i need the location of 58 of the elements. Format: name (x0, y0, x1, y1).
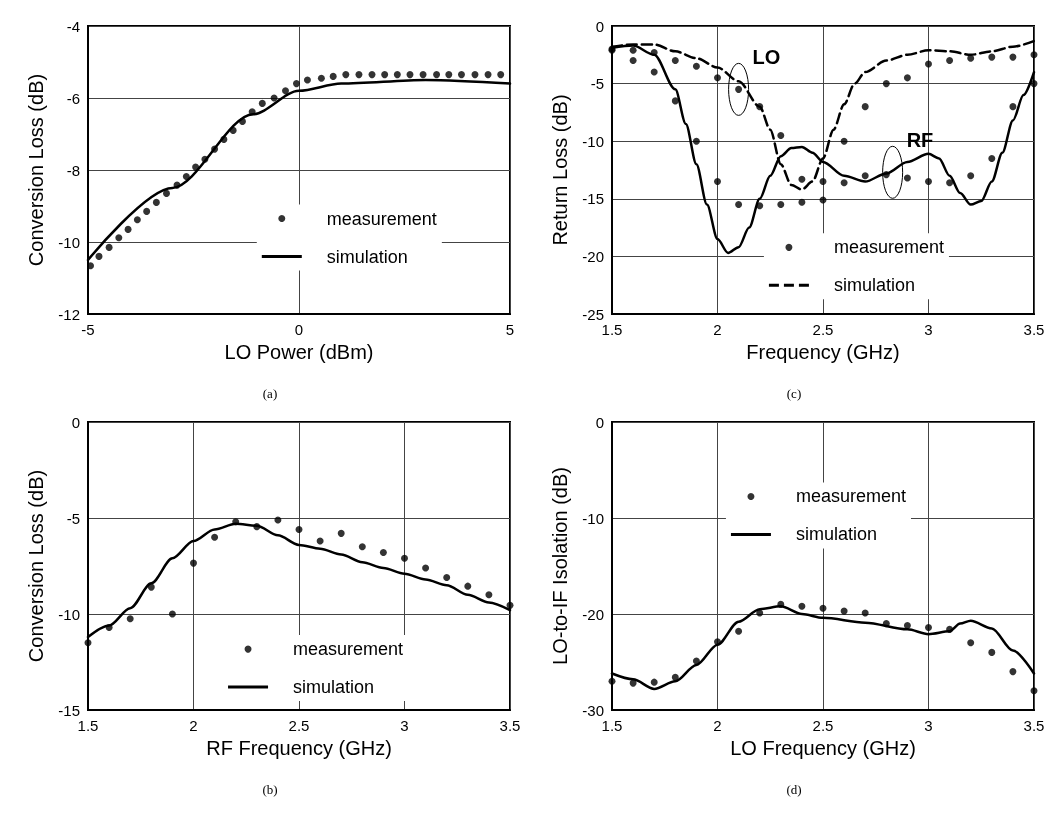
y-tick-label: 0 (71, 413, 80, 431)
y-tick-label: -5 (590, 75, 604, 93)
x-tick-label: 2 (713, 321, 722, 338)
x-axis-title: RF Frequency (GHz) (206, 736, 392, 759)
y-tick-label: -15 (582, 190, 604, 208)
x-tick-label: 2 (713, 717, 722, 734)
legend-label: simulation (326, 246, 408, 267)
legend-label: simulation (293, 677, 375, 698)
x-tick-label: 2.5 (288, 717, 310, 734)
x-tick-label: 3 (924, 321, 933, 338)
y-tick-label: -4 (66, 17, 80, 35)
annotation: LO (752, 46, 781, 69)
x-axis-title: Frequency (GHz) (746, 340, 900, 363)
text: (a) (262, 386, 278, 401)
legend-label: measurement (293, 639, 404, 660)
x-tick-label: 2.5 (812, 717, 834, 734)
y-tick-label: -10 (582, 509, 604, 527)
x-tick-label: 2.5 (812, 321, 834, 338)
x-tick-label: 1.5 (601, 321, 623, 338)
text: (c) (786, 386, 802, 401)
y-tick-label: -6 (66, 89, 80, 107)
x-tick-label: 3.5 (499, 717, 521, 734)
y-tick-label: -8 (66, 161, 80, 179)
legend-label: measurement (795, 486, 906, 507)
x-tick-label: -5 (81, 321, 95, 338)
text: (d) (786, 782, 802, 797)
text: (b) (262, 782, 278, 797)
x-tick-label: 3 (400, 717, 409, 734)
y-tick-label: -20 (582, 605, 604, 623)
legend-label: measurement (833, 237, 944, 258)
y-tick-label: -15 (58, 701, 80, 719)
legend-label: simulation (833, 275, 915, 296)
x-tick-label: 3.5 (1023, 321, 1045, 338)
x-tick-label: 1.5 (77, 717, 99, 734)
x-axis-title: LO Frequency (GHz) (730, 736, 916, 759)
y-tick-label: -12 (58, 305, 80, 323)
y-tick-label: -5 (66, 509, 80, 527)
y-axis-title: LO-to-IF Isolation (dB) (549, 467, 571, 665)
y-tick-label: 0 (595, 413, 604, 431)
y-axis-title: Return Loss (dB) (549, 94, 571, 246)
y-axis-title: Conversion Loss (dB) (25, 73, 47, 267)
y-tick-label: 0 (595, 17, 604, 35)
y-tick-label: -25 (582, 305, 604, 323)
y-tick-label: -20 (582, 247, 604, 265)
x-tick-label: 5 (505, 321, 515, 338)
x-tick-label: 1.5 (601, 717, 623, 734)
x-tick-label: 2 (189, 717, 198, 734)
x-tick-label: 3.5 (1023, 717, 1045, 734)
legend-label: measurement (326, 208, 437, 229)
y-axis-title: Conversion Loss (dB) (25, 469, 47, 663)
x-axis-title: LO Power (dBm) (224, 340, 374, 363)
legend-label: simulation (795, 524, 877, 545)
y-tick-label: -10 (58, 233, 80, 251)
x-tick-label: 3 (924, 717, 933, 734)
y-tick-label: -10 (582, 132, 604, 150)
y-tick-label: -30 (582, 701, 604, 719)
x-tick-label: 0 (294, 321, 304, 338)
y-tick-label: -10 (58, 605, 80, 623)
